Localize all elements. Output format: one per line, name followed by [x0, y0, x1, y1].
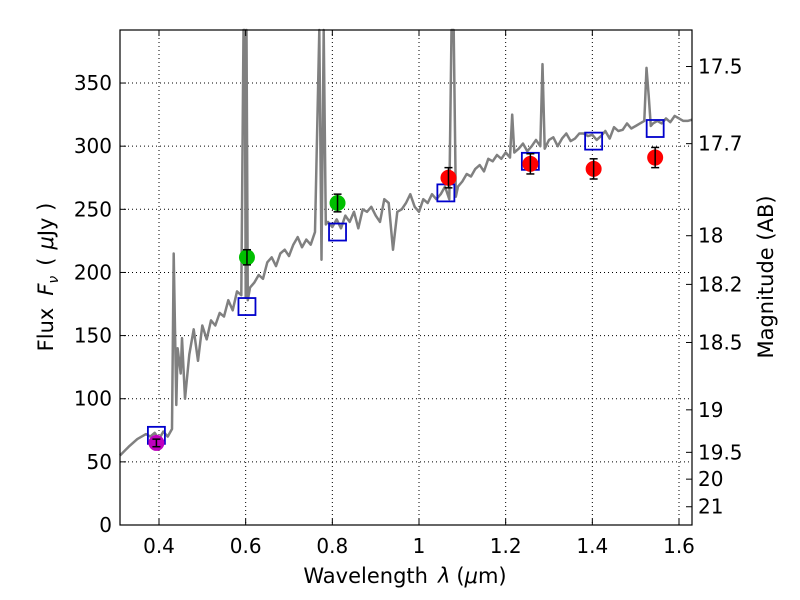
y2-tick-label: 19.5	[698, 440, 743, 464]
model-square	[584, 131, 604, 151]
observed-photometry-layer	[148, 146, 664, 451]
y-tick-label: 200	[74, 260, 112, 284]
secondary-y-axis-label: Magnitude (AB)	[754, 195, 778, 358]
x-tick-label: 1.4	[576, 534, 608, 558]
y2-tick-label: 19	[698, 398, 723, 422]
y-tick-label: 250	[74, 197, 112, 221]
y-tick-label: 50	[87, 450, 112, 474]
x-tick-label: 1.6	[663, 534, 695, 558]
model-square	[645, 119, 665, 138]
y-tick-label: 0	[99, 513, 112, 537]
y-tick-label: 350	[74, 71, 112, 95]
y-axis-label: FluxFν(μJy )	[34, 203, 62, 352]
y2-tick-label: 18.5	[698, 330, 743, 354]
x-tick-label: 1	[413, 534, 426, 558]
axis-ticks: 0.4 0.6 0.8 1 1.2 1.4 1.6 0 50 100 150 200 250 300 350…	[74, 30, 743, 558]
grid-lines	[120, 30, 692, 526]
x-tick-label: 0.6	[230, 534, 262, 558]
x-tick-label: 0.8	[316, 534, 348, 558]
model-square	[237, 297, 257, 316]
y2-tick-label: 17.5	[698, 55, 743, 79]
plot-frame	[119, 29, 693, 526]
x-tick-label: 1.2	[490, 534, 522, 558]
y2-tick-label: 18.2	[698, 272, 743, 296]
x-axis-label: Wavelength λ (μm)	[303, 564, 506, 588]
y2-tick-label: 21	[698, 495, 723, 519]
y-tick-label: 300	[74, 134, 112, 158]
y-tick-label: 100	[74, 387, 112, 411]
y-tick-label: 150	[74, 324, 112, 348]
spectrum-layer	[119, 28, 693, 457]
x-tick-label: 0.4	[143, 534, 175, 558]
y2-tick-label: 17.7	[698, 132, 743, 156]
model-square	[328, 222, 347, 242]
y2-tick-label: 18	[698, 224, 723, 248]
spectrum-line	[119, 28, 693, 457]
y2-tick-label: 20	[698, 467, 723, 491]
